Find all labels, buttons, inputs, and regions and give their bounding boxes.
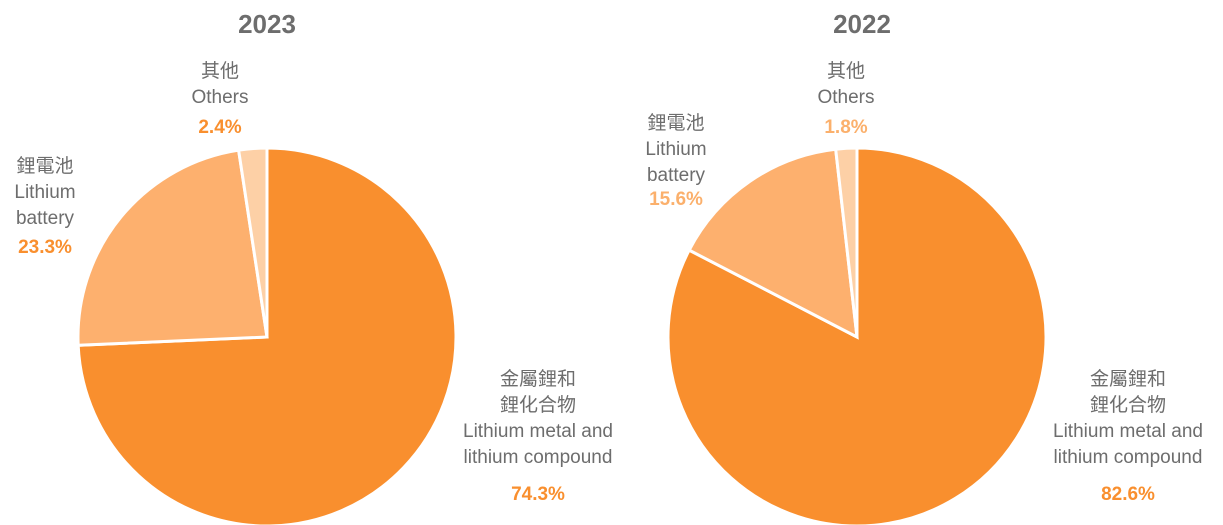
value-label: 82.6% [1101,484,1155,505]
value-label: 1.8% [824,117,867,138]
slice-label: 鋰電池 [647,112,704,134]
slice-label: 鋰化合物 [1090,394,1166,416]
slice-label: Lithium [645,139,706,160]
pie-slice [236,146,269,338]
slice-label: Lithium metal and [1053,421,1203,442]
slice-label: 鋰化合物 [500,394,576,416]
slice-label: Lithium metal and [463,421,613,442]
slice-label: 其他 [201,60,239,82]
value-label: 23.3% [18,237,72,258]
slice-label: battery [16,208,75,229]
chart-title: 2023 [238,9,296,39]
slice-label: Lithium [14,182,75,203]
pie-slice [687,147,859,340]
slice-label: lithium compound [1054,447,1203,468]
slice-label: 金屬鋰和 [1090,368,1166,390]
value-label: 74.3% [511,484,565,505]
chart-title: 2022 [833,9,891,39]
value-label: 15.6% [649,189,703,210]
value-label: 2.4% [198,117,241,138]
slice-label: 金屬鋰和 [500,368,576,390]
slice-label: battery [647,165,706,186]
slice-label: Others [817,87,874,108]
pie-slice [834,146,859,338]
slice-label: 鋰電池 [16,155,73,177]
slice-label: 其他 [827,60,865,82]
slice-label: lithium compound [464,447,613,468]
slice-label: Others [191,87,248,108]
pie-slice [76,148,269,347]
